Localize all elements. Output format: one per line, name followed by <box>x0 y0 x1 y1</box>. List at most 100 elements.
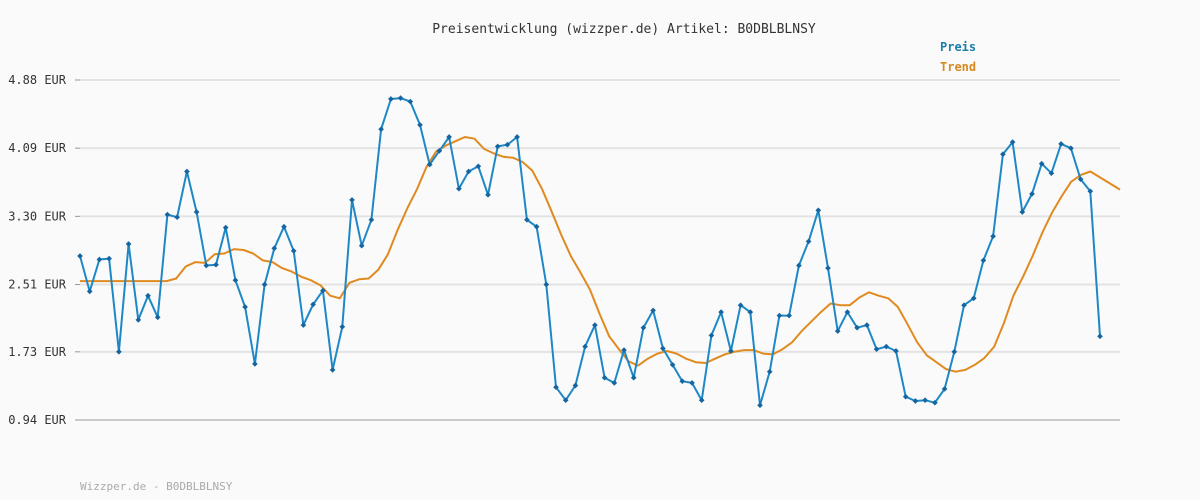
data-point <box>358 242 365 249</box>
data-point <box>533 223 540 230</box>
footer-text: Wizzper.de - B0DBLBLNSY <box>80 480 233 493</box>
data-point <box>747 309 754 315</box>
data-point <box>86 288 93 295</box>
data-point <box>271 245 278 252</box>
data-point <box>252 361 258 367</box>
data-point <box>553 384 559 391</box>
data-point <box>213 261 219 268</box>
data-point <box>465 168 472 175</box>
data-point <box>815 207 822 214</box>
legend: Preis Trend <box>940 40 976 74</box>
data-point <box>883 343 890 350</box>
data-point <box>776 312 783 319</box>
data-point <box>456 185 462 192</box>
data-point <box>320 287 326 294</box>
data-point <box>689 380 695 386</box>
y-tick-label: 3.30 EUR <box>8 209 67 223</box>
data-point <box>1048 170 1055 177</box>
data-point <box>796 262 802 269</box>
data-point <box>1038 160 1045 167</box>
data-point <box>446 134 452 140</box>
data-point <box>864 322 870 328</box>
data-point <box>737 302 744 309</box>
data-point <box>1077 176 1084 183</box>
data-point <box>417 122 423 128</box>
data-point <box>951 348 958 355</box>
data-point <box>203 262 210 269</box>
data-point <box>514 134 520 140</box>
data-point <box>825 265 831 271</box>
data-point <box>494 143 501 150</box>
data-point <box>222 224 229 231</box>
data-point <box>805 238 812 245</box>
y-tick-label: 2.51 EUR <box>8 278 67 292</box>
chart-title: Preisentwicklung (wizzper.de) Artikel: B… <box>432 22 816 37</box>
data-point <box>135 317 142 323</box>
data-point <box>300 322 307 328</box>
data-point <box>786 312 792 319</box>
legend-entry-trend: Trend <box>940 60 976 74</box>
data-point <box>893 348 899 354</box>
data-point <box>1068 145 1074 152</box>
data-point <box>757 402 763 409</box>
data-point <box>621 347 627 353</box>
data-point <box>990 233 996 240</box>
data-point <box>436 147 443 154</box>
data-point <box>407 98 414 105</box>
data-point <box>718 309 724 315</box>
data-point <box>941 386 948 392</box>
data-point <box>572 382 579 389</box>
data-point <box>640 324 647 331</box>
data-point <box>96 256 103 263</box>
data-point <box>902 393 909 400</box>
data-point <box>184 168 190 175</box>
data-point <box>232 277 239 284</box>
data-point <box>980 257 987 264</box>
data-point <box>922 397 928 404</box>
data-point <box>77 253 83 259</box>
data-point <box>601 374 608 381</box>
y-tick-label: 4.88 EUR <box>8 73 67 87</box>
y-axis-ticks: 4.88 EUR 4.09 EUR 3.30 EUR 2.51 EUR 1.73 EUR… <box>8 73 80 427</box>
data-point <box>630 374 637 381</box>
grid <box>80 79 1120 353</box>
legend-entry-preis: Preis <box>940 40 976 54</box>
series-layer <box>77 95 1121 409</box>
data-point <box>1087 188 1094 195</box>
data-point <box>592 322 598 328</box>
data-point <box>106 255 112 262</box>
data-point <box>698 397 705 404</box>
data-point <box>873 346 880 353</box>
series-line-trend <box>80 136 1121 373</box>
data-point <box>669 361 676 368</box>
data-point <box>116 348 122 355</box>
data-point <box>912 398 919 404</box>
data-point <box>611 380 618 386</box>
data-point <box>1058 141 1064 147</box>
data-point <box>766 368 773 375</box>
data-point <box>261 281 268 288</box>
data-point <box>281 223 287 230</box>
data-point <box>660 345 666 352</box>
data-point <box>174 214 180 221</box>
data-point <box>397 95 404 101</box>
data-point <box>378 126 384 133</box>
data-point <box>679 378 686 385</box>
data-point <box>154 314 161 321</box>
data-point <box>834 328 841 334</box>
data-point <box>310 301 316 308</box>
data-point <box>932 399 938 406</box>
data-point <box>854 324 860 331</box>
data-point <box>650 307 656 314</box>
data-point <box>145 292 151 299</box>
data-point <box>242 304 248 310</box>
data-point <box>339 323 346 330</box>
data-point <box>728 348 734 354</box>
data-point <box>970 295 977 302</box>
data-point <box>524 216 530 223</box>
data-point <box>193 209 200 215</box>
series-line-preis <box>79 97 1101 407</box>
data-point <box>1029 191 1035 197</box>
data-point <box>349 197 355 203</box>
